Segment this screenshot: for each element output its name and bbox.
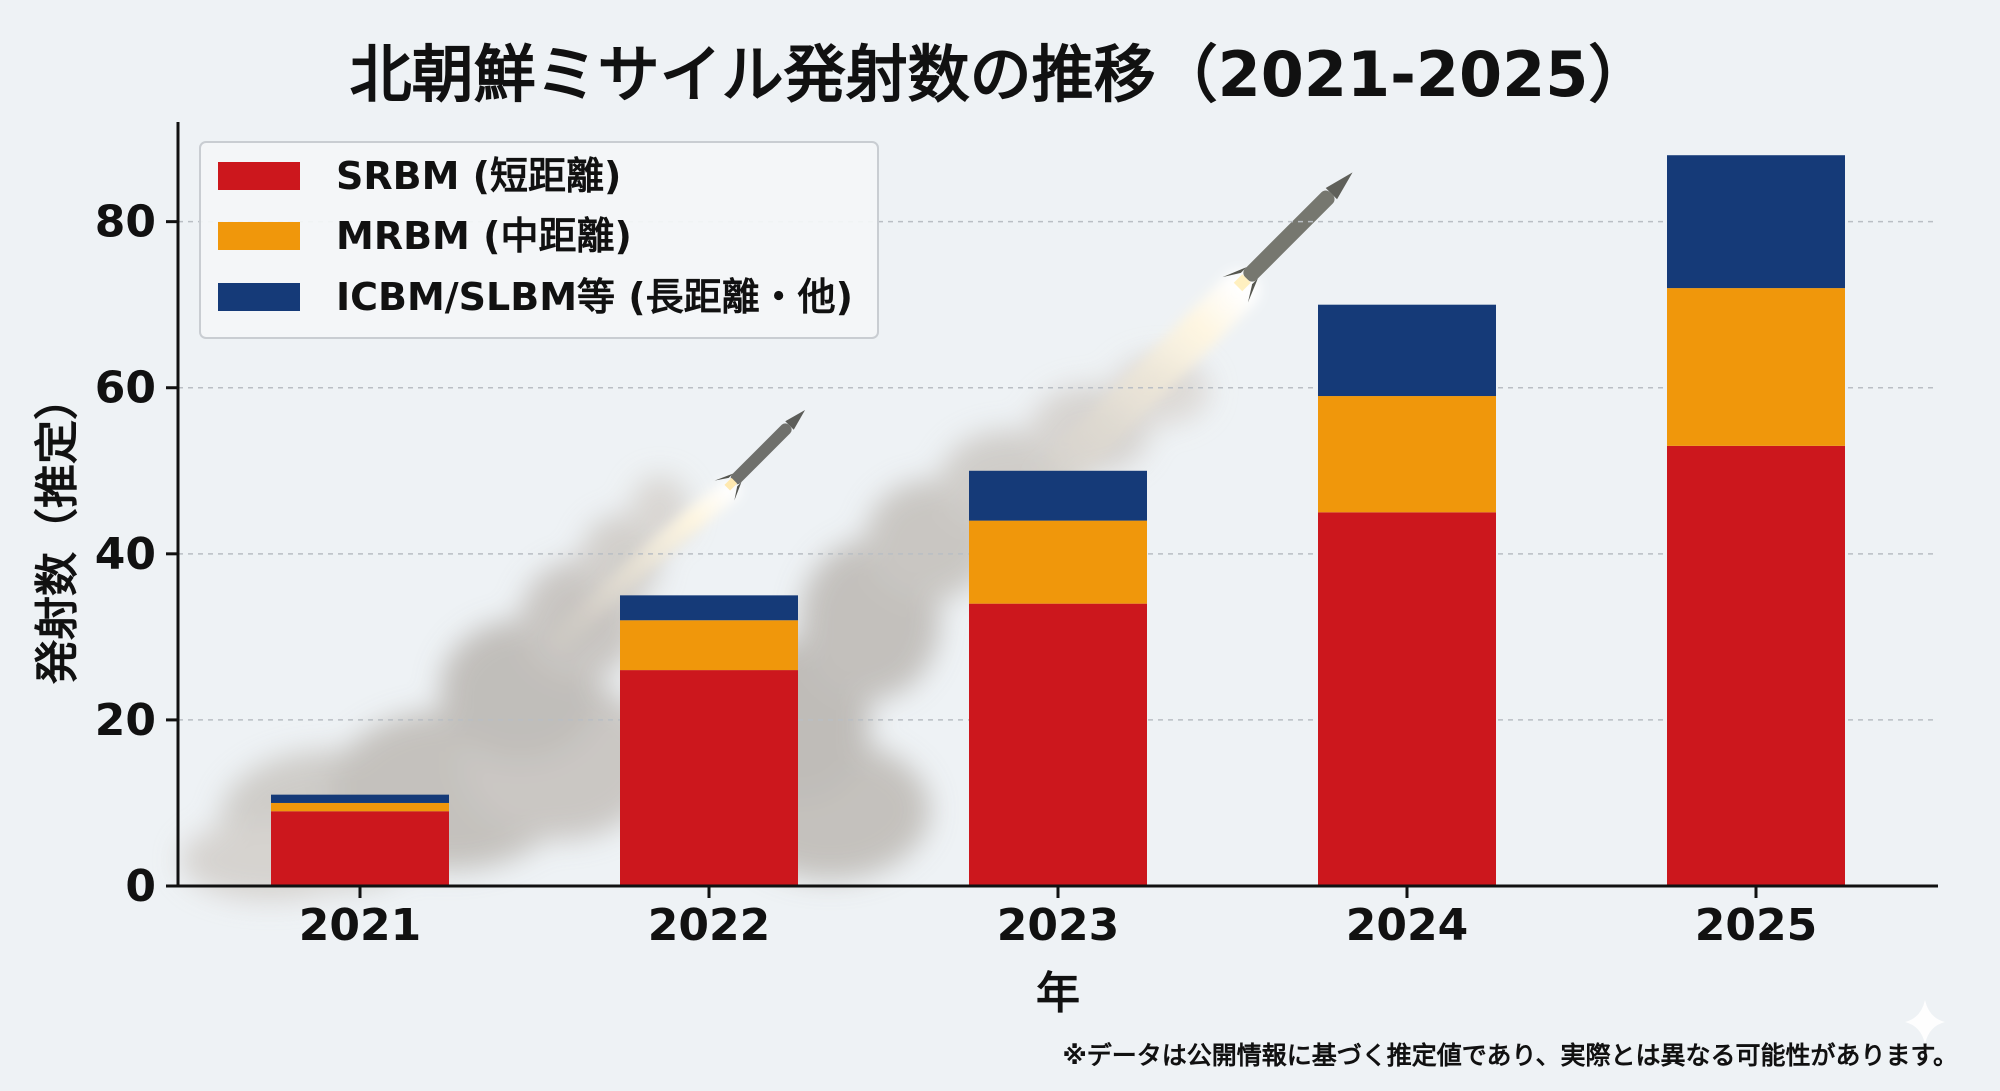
footnote: ※データは公開情報に基づく推定値であり、実際とは異なる可能性があります。 xyxy=(1062,1041,1958,1070)
missile-icon xyxy=(714,409,806,501)
x-tick-label: 2024 xyxy=(1346,900,1468,951)
y-tick-label: 60 xyxy=(95,363,156,414)
bar-srbm-2022 xyxy=(620,670,798,886)
legend-box xyxy=(199,141,879,339)
bar-srbm-2023 xyxy=(969,603,1147,886)
bar-icbm-2022 xyxy=(620,595,798,621)
bar-mrbm-2022 xyxy=(620,620,798,671)
x-tick-label: 2022 xyxy=(648,900,770,951)
bar-icbm-2024 xyxy=(1318,304,1496,397)
exhaust-trail-left xyxy=(549,479,741,651)
legend-swatch-icbm xyxy=(218,283,300,311)
y-axis-ticks: 0 20 40 60 80 xyxy=(95,197,178,912)
legend-label-srbm: SRBM (短距離) xyxy=(336,154,621,198)
bar-srbm-2024 xyxy=(1318,512,1496,886)
bar-srbm-2021 xyxy=(271,811,449,886)
legend: SRBM (短距離) MRBM (中距離) ICBM/SLBM等 (長距離・他) xyxy=(199,141,879,339)
y-tick-label: 0 xyxy=(125,861,156,912)
y-tick-label: 40 xyxy=(95,529,156,580)
legend-swatch-srbm xyxy=(218,162,300,190)
legend-label-mrbm: MRBM (中距離) xyxy=(336,214,632,258)
sparkle-icon xyxy=(1905,1000,1945,1044)
bar-mrbm-2024 xyxy=(1318,396,1496,513)
x-tick-label: 2021 xyxy=(299,900,421,951)
y-tick-label: 80 xyxy=(95,197,156,248)
bar-icbm-2021 xyxy=(271,794,449,803)
bar-mrbm-2023 xyxy=(969,520,1147,604)
x-axis-title: 年 xyxy=(1036,968,1080,1019)
bar-icbm-2025 xyxy=(1667,155,1845,289)
bar-icbm-2023 xyxy=(969,470,1147,521)
bar-srbm-2025 xyxy=(1667,445,1845,886)
bars xyxy=(271,155,1845,886)
x-tick-label: 2025 xyxy=(1695,900,1817,951)
x-tick-label: 2023 xyxy=(997,900,1119,951)
bar-mrbm-2025 xyxy=(1667,288,1845,446)
chart-title: 北朝鮮ミサイル発射数の推移（2021-2025） xyxy=(350,38,1651,111)
y-axis-title: 発射数（推定） xyxy=(32,376,83,685)
legend-label-icbm: ICBM/SLBM等 (長距離・他) xyxy=(336,275,853,319)
legend-swatch-mrbm xyxy=(218,222,300,250)
y-tick-label: 20 xyxy=(95,695,156,746)
bar-mrbm-2021 xyxy=(271,802,449,812)
x-axis-ticks: 2021 2022 2023 2024 2025 xyxy=(299,886,1817,951)
exhaust-trail-right xyxy=(1030,270,1260,500)
